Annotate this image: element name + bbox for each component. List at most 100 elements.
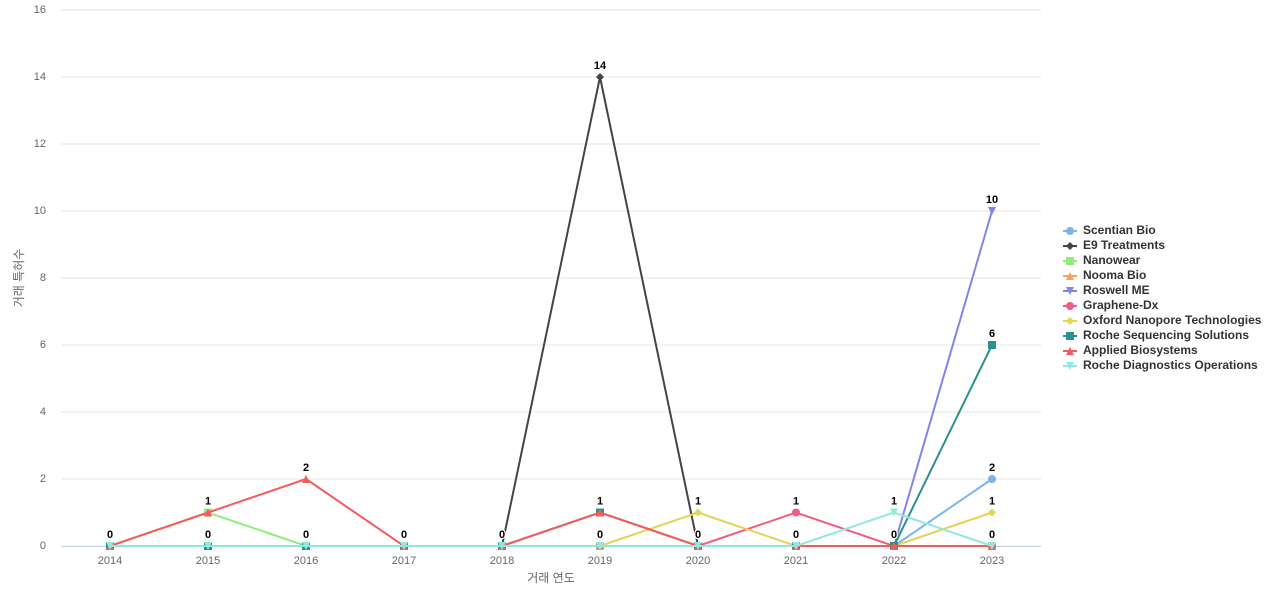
data-label: 0 <box>499 529 505 541</box>
data-label: 0 <box>303 529 309 541</box>
data-label: 0 <box>205 529 211 541</box>
legend-item: Roche Diagnostics Operations <box>1063 358 1258 372</box>
data-label: 0 <box>891 529 897 541</box>
data-label: 0 <box>793 529 799 541</box>
data-label: 0 <box>401 529 407 541</box>
point <box>498 542 506 550</box>
series <box>106 207 996 550</box>
point <box>988 341 996 349</box>
point <box>694 508 702 517</box>
data-label: 0 <box>303 529 309 541</box>
data-label: 0 <box>695 529 701 541</box>
data-label: 0 <box>695 529 701 541</box>
series <box>106 341 996 550</box>
data-label: 0 <box>597 529 603 541</box>
data-label: 2 <box>989 462 995 474</box>
data-label: 0 <box>695 529 701 541</box>
data-label: 0 <box>205 529 211 541</box>
data-label: 0 <box>303 529 309 541</box>
data-label: 0 <box>597 529 603 541</box>
series-line <box>110 511 993 547</box>
y-tick-label: 2 <box>40 473 46 485</box>
point <box>596 73 604 81</box>
legend-item: Nanowear <box>1063 253 1141 267</box>
data-label: 0 <box>793 529 799 541</box>
legend-item: Nooma Bio <box>1063 268 1146 282</box>
data-label: 0 <box>107 529 113 541</box>
data-label: 0 <box>891 529 897 541</box>
data-label: 0 <box>891 529 897 541</box>
data-label: 0 <box>499 529 505 541</box>
point <box>204 542 212 550</box>
data-label: 0 <box>303 529 309 541</box>
data-label: 0 <box>205 529 211 541</box>
series <box>106 475 996 550</box>
legend-marker <box>1066 257 1074 265</box>
data-label: 1 <box>597 495 603 507</box>
legend-marker <box>1066 272 1074 280</box>
data-label: 0 <box>499 529 505 541</box>
data-label: 0 <box>205 529 211 541</box>
point <box>302 475 310 483</box>
legend-item: E9 Treatments <box>1063 238 1165 252</box>
legend-label: Roche Diagnostics Operations <box>1083 358 1258 372</box>
legend-item: Oxford Nanopore Technologies <box>1063 313 1262 327</box>
data-label: 0 <box>401 529 407 541</box>
legend-marker <box>1066 227 1074 235</box>
y-tick-label: 6 <box>40 339 46 351</box>
x-tick-label: 2015 <box>196 555 220 567</box>
x-tick-label: 2017 <box>392 555 416 567</box>
data-label: 0 <box>793 529 799 541</box>
data-label: 1 <box>989 495 995 507</box>
data-label: 6 <box>989 328 995 340</box>
legend-label: Applied Biosystems <box>1083 343 1198 357</box>
legend-label: E9 Treatments <box>1083 238 1165 252</box>
data-label: 1 <box>205 495 211 507</box>
data-label: 0 <box>989 529 995 541</box>
data-label: 0 <box>303 529 309 541</box>
data-label: 0 <box>597 529 603 541</box>
data-label: 0 <box>891 529 897 541</box>
data-label: 0 <box>205 529 211 541</box>
y-tick-label: 4 <box>40 406 46 418</box>
legend-label: Roche Sequencing Solutions <box>1083 328 1249 342</box>
data-label: 0 <box>597 529 603 541</box>
legend-marker <box>1066 302 1074 310</box>
data-label: 0 <box>303 529 309 541</box>
legend-marker <box>1066 287 1074 295</box>
legend-item: Applied Biosystems <box>1063 343 1198 357</box>
data-label: 0 <box>695 529 701 541</box>
data-label: 0 <box>205 529 211 541</box>
x-axis-title: 거래 연도 <box>527 571 575 585</box>
data-label: 0 <box>989 529 995 541</box>
y-tick-label: 10 <box>34 205 46 217</box>
y-tick-label: 12 <box>34 138 46 150</box>
data-label: 0 <box>303 529 309 541</box>
data-label: 0 <box>303 529 309 541</box>
y-axis-title: 거래 특허수 <box>12 249 26 308</box>
legend-label: Oxford Nanopore Technologies <box>1083 313 1262 327</box>
data-label: 0 <box>793 529 799 541</box>
y-tick-label: 16 <box>34 4 46 16</box>
data-label: 10 <box>986 194 998 206</box>
data-label: 0 <box>695 529 701 541</box>
point <box>694 542 702 550</box>
data-label: 0 <box>597 529 603 541</box>
legend-item: Roche Sequencing Solutions <box>1063 328 1249 342</box>
data-label: 0 <box>499 529 505 541</box>
series <box>106 508 996 550</box>
data-label: 0 <box>107 529 113 541</box>
point <box>988 475 996 483</box>
data-label: 14 <box>594 60 607 72</box>
point <box>988 508 996 517</box>
data-label: 0 <box>695 529 701 541</box>
data-label: 0 <box>891 529 897 541</box>
data-label: 0 <box>401 529 407 541</box>
legend-marker <box>1066 332 1074 340</box>
x-tick-label: 2019 <box>588 555 612 567</box>
data-label: 0 <box>205 529 211 541</box>
data-label: 0 <box>107 529 113 541</box>
data-label: 0 <box>401 529 407 541</box>
legend-label: Graphene-Dx <box>1083 298 1159 312</box>
series <box>106 73 996 550</box>
